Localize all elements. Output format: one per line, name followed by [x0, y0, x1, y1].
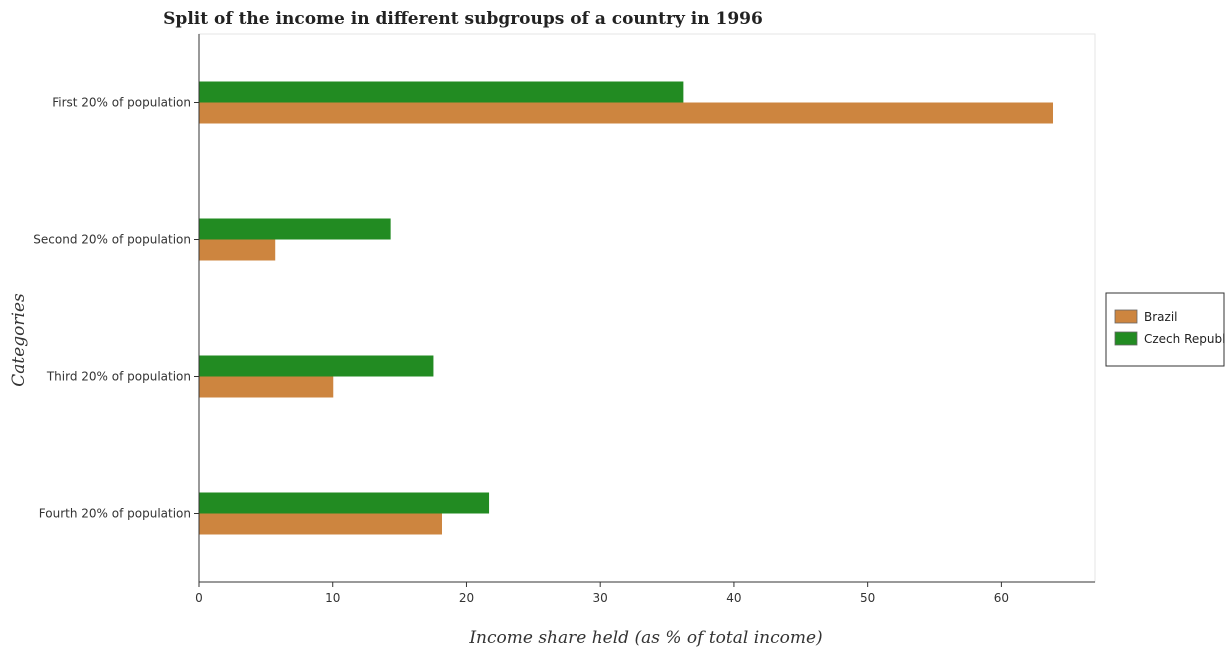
x-tick-label: 20	[459, 591, 474, 605]
bar-brazil-1	[199, 102, 1054, 124]
y-tick-label: First 20% of population	[52, 96, 191, 110]
x-tick-label: 40	[726, 591, 741, 605]
bar-brazil-3	[199, 376, 334, 398]
plot-area	[198, 33, 1096, 583]
y-tick-label: Second 20% of population	[33, 233, 191, 247]
legend: Brazil Czech Republic	[1105, 292, 1225, 367]
legend-label-czech-republic: Czech Republic	[1144, 332, 1225, 346]
y-axis-title: Categories	[9, 293, 29, 387]
bar-brazil-2	[199, 239, 276, 261]
bar-czech-republic-2	[199, 218, 391, 240]
x-axis-title: Income share held (as % of total income)	[468, 628, 822, 648]
x-tick-label: 0	[195, 591, 203, 605]
legend-swatch-brazil	[1114, 309, 1138, 324]
bar-brazil-4	[199, 513, 442, 535]
x-axis: 0 10 20 30 40 50 60	[195, 581, 1095, 605]
bar-czech-republic-3	[199, 355, 434, 377]
bar-czech-republic-1	[199, 81, 684, 103]
x-tick-label: 30	[593, 591, 608, 605]
y-tick-label: Fourth 20% of population	[39, 507, 191, 521]
y-axis: First 20% of population Second 20% of pop…	[33, 34, 200, 582]
chart-title: Split of the income in different subgrou…	[163, 9, 763, 29]
legend-box	[1105, 292, 1225, 367]
legend-swatch-czech-republic	[1114, 331, 1138, 346]
legend-label-brazil: Brazil	[1144, 310, 1178, 324]
x-tick-label: 10	[325, 591, 340, 605]
x-tick-label: 50	[860, 591, 875, 605]
bar-czech-republic-4	[199, 492, 490, 514]
x-tick-label: 60	[994, 591, 1009, 605]
y-tick-label: Third 20% of population	[46, 370, 191, 384]
